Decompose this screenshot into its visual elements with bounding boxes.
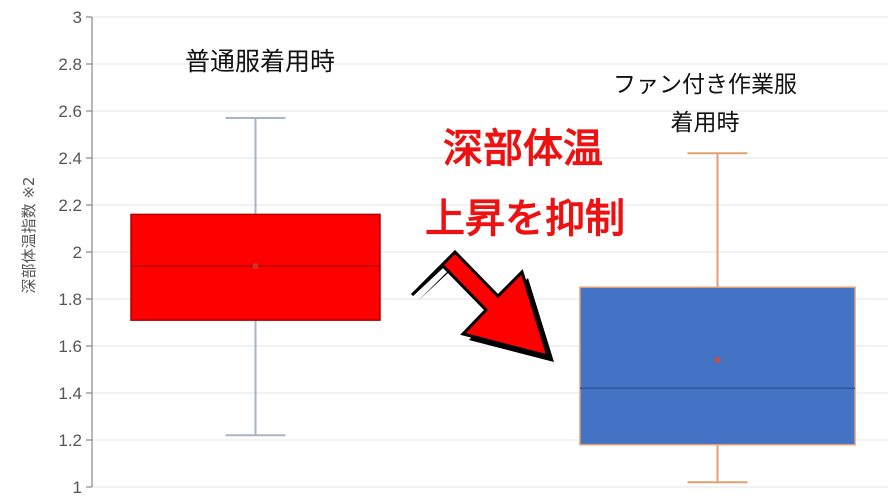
y-tick-label: 3 [73, 8, 82, 27]
y-tick-label: 1.2 [58, 431, 82, 450]
y-axis-label: 深部体温指数 ※2 [20, 177, 38, 294]
y-tick-label: 2.6 [58, 102, 82, 121]
down-right-arrow-icon [410, 249, 554, 362]
y-tick-label: 2.8 [58, 55, 82, 74]
y-tick-label: 1.4 [58, 384, 82, 403]
box-rect [579, 286, 856, 446]
box-1 [130, 117, 381, 437]
mean-marker [714, 357, 721, 364]
arrow-body [410, 249, 551, 359]
category-label: 着用時 [671, 110, 740, 136]
mean-marker [252, 263, 259, 270]
y-tick-label: 2 [73, 243, 82, 262]
annotation-line: 上昇を抑制 [425, 196, 625, 242]
y-tick-label: 1 [73, 478, 82, 496]
y-axis: 1 1.2 1.4 1.6 1.8 2 2.2 2.4 2.6 2.8 3 [58, 8, 93, 496]
y-tick-label: 1.8 [58, 290, 82, 309]
y-tick-label: 1.6 [58, 337, 82, 356]
annotation-line: 深部体温 [443, 126, 603, 172]
y-tick-label: 2.2 [58, 196, 82, 215]
category-label: ファン付き作業服 [613, 72, 797, 98]
y-tick-label: 2.4 [58, 149, 82, 168]
box-2 [579, 152, 856, 484]
category-label: 普通服着用時 [185, 47, 335, 76]
boxes [130, 117, 856, 484]
